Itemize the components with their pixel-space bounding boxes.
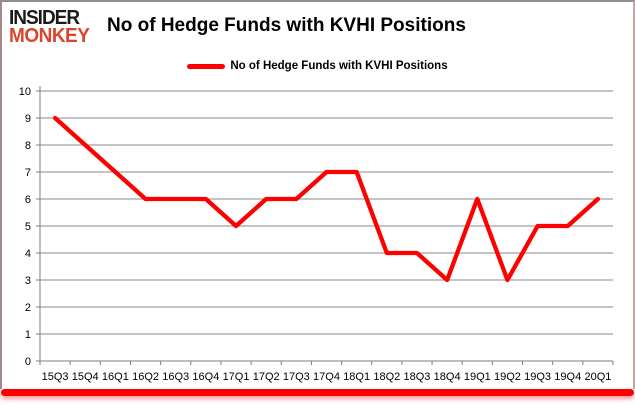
y-tick-label: 3 — [25, 275, 31, 287]
logo-text-monkey: MONKEY — [9, 25, 90, 48]
y-tick-label: 10 — [19, 86, 31, 98]
legend: No of Hedge Funds with KVHI Positions — [2, 57, 633, 75]
line-chart-plot: 0 1 2 3 4 5 6 7 8 9 10 15Q3 15Q4 16Q1 16Q2 16Q3 16Q4 17Q1… — [19, 86, 614, 383]
y-tick-label: 9 — [25, 113, 31, 125]
x-tick-label: 17Q3 — [283, 371, 310, 383]
logo-text-insider: INSIDER — [9, 6, 80, 30]
y-tick-label: 1 — [25, 329, 31, 341]
x-tick-label: 17Q2 — [253, 371, 280, 383]
x-tick-label: 19Q4 — [554, 371, 581, 383]
series-line — [52, 115, 601, 283]
x-tick-label: 15Q4 — [72, 371, 99, 383]
legend-label: No of Hedge Funds with KVHI Positions — [230, 60, 448, 72]
x-tick-label: 16Q1 — [102, 371, 129, 383]
y-tick-label: 0 — [25, 356, 31, 368]
chart-title: No of Hedge Funds with KVHI Positions — [107, 15, 466, 36]
y-tick-label: 6 — [25, 194, 31, 206]
x-tick-label: 18Q4 — [434, 371, 461, 383]
x-tick-label: 16Q2 — [132, 371, 159, 383]
y-tick-label: 5 — [25, 221, 31, 233]
x-tick-label: 17Q1 — [223, 371, 250, 383]
x-tick-label: 18Q1 — [343, 371, 370, 383]
x-tick-label: 19Q3 — [524, 371, 551, 383]
y-tick-label: 7 — [25, 167, 31, 179]
x-tick-label: 17Q4 — [313, 371, 340, 383]
x-tick-label: 18Q2 — [373, 371, 400, 383]
x-tick-label: 15Q3 — [42, 371, 69, 383]
chart-card: INSIDER MONKEY No of Hedge Funds with KV… — [0, 0, 635, 389]
x-tick-label: 16Q4 — [192, 371, 219, 383]
y-tick-label: 2 — [25, 302, 31, 314]
insider-monkey-logo: INSIDER MONKEY — [9, 6, 107, 48]
bottom-accent-bar — [1, 389, 634, 396]
y-tick-label: 4 — [25, 248, 31, 260]
x-tick-label: 19Q1 — [464, 371, 491, 383]
y-tick-label: 8 — [25, 140, 31, 152]
x-tick-label: 18Q3 — [404, 371, 431, 383]
x-tick-label: 16Q3 — [162, 371, 189, 383]
legend-line-swatch — [187, 63, 226, 69]
x-tick-label: 20Q1 — [584, 371, 611, 383]
x-tick-label: 19Q2 — [494, 371, 521, 383]
